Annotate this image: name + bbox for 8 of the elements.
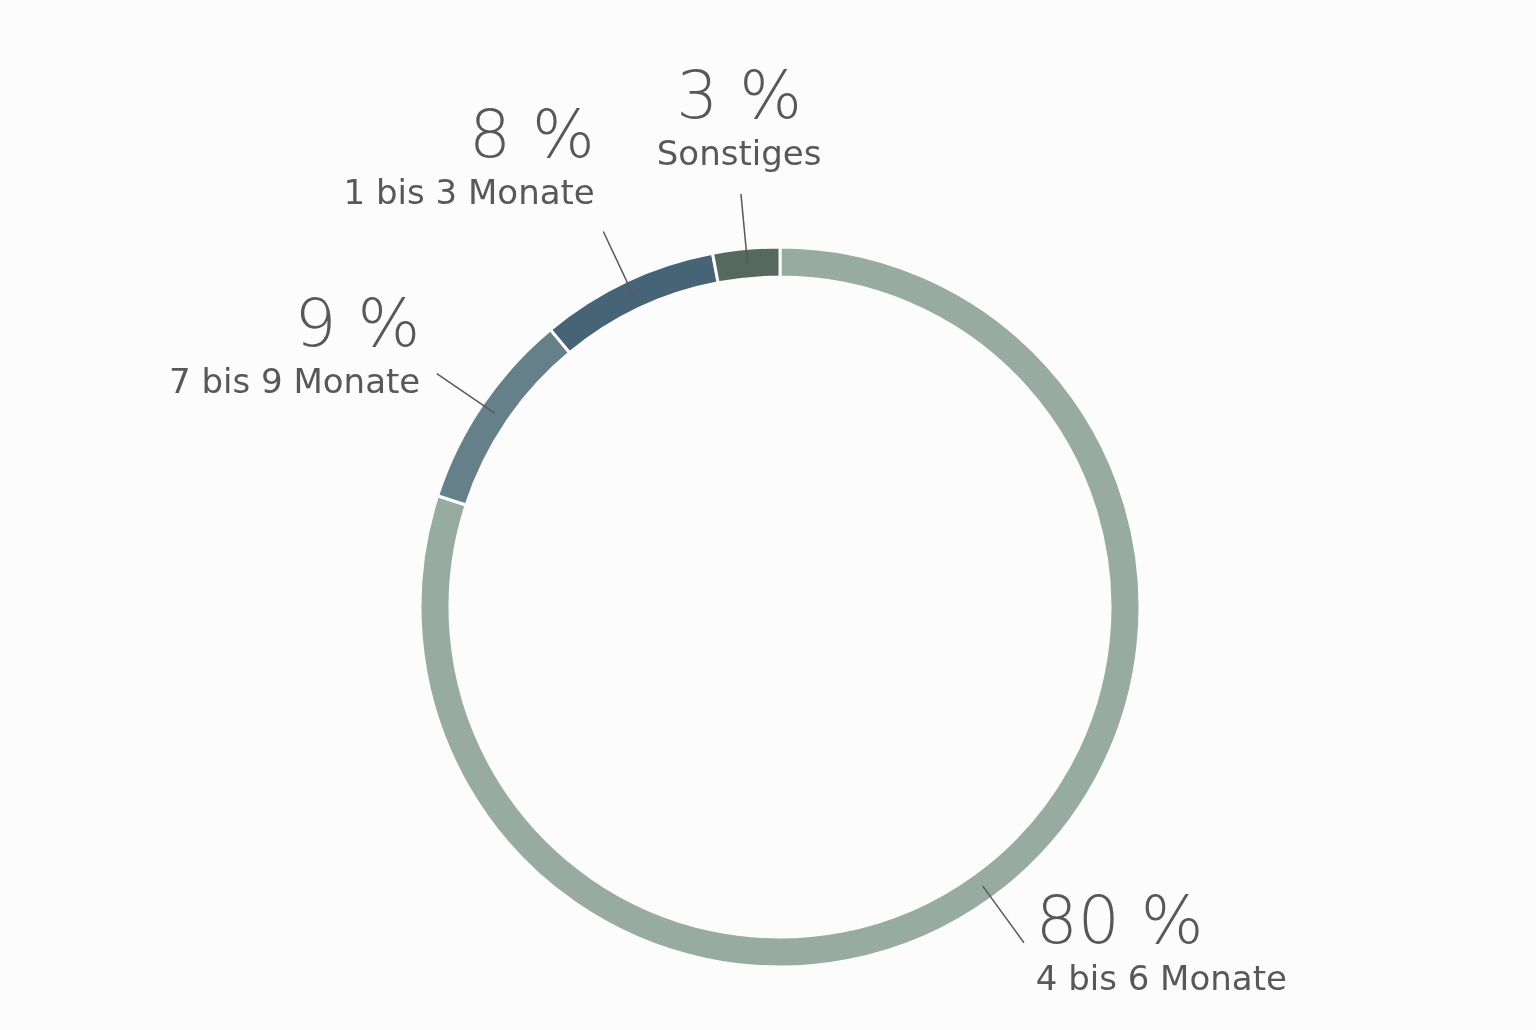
slice-label: 4 bis 6 Monate: [1035, 957, 1287, 998]
slice-label: 1 bis 3 Monate: [343, 172, 595, 213]
data-label: 3 %: [676, 56, 802, 134]
slice-label: Sonstiges: [656, 132, 822, 173]
data-label: 80 %: [1035, 881, 1204, 959]
data-label: 8 %: [469, 96, 595, 174]
data-label: 9 %: [294, 285, 421, 363]
slice-label: 7 bis 9 Monate: [169, 361, 421, 402]
